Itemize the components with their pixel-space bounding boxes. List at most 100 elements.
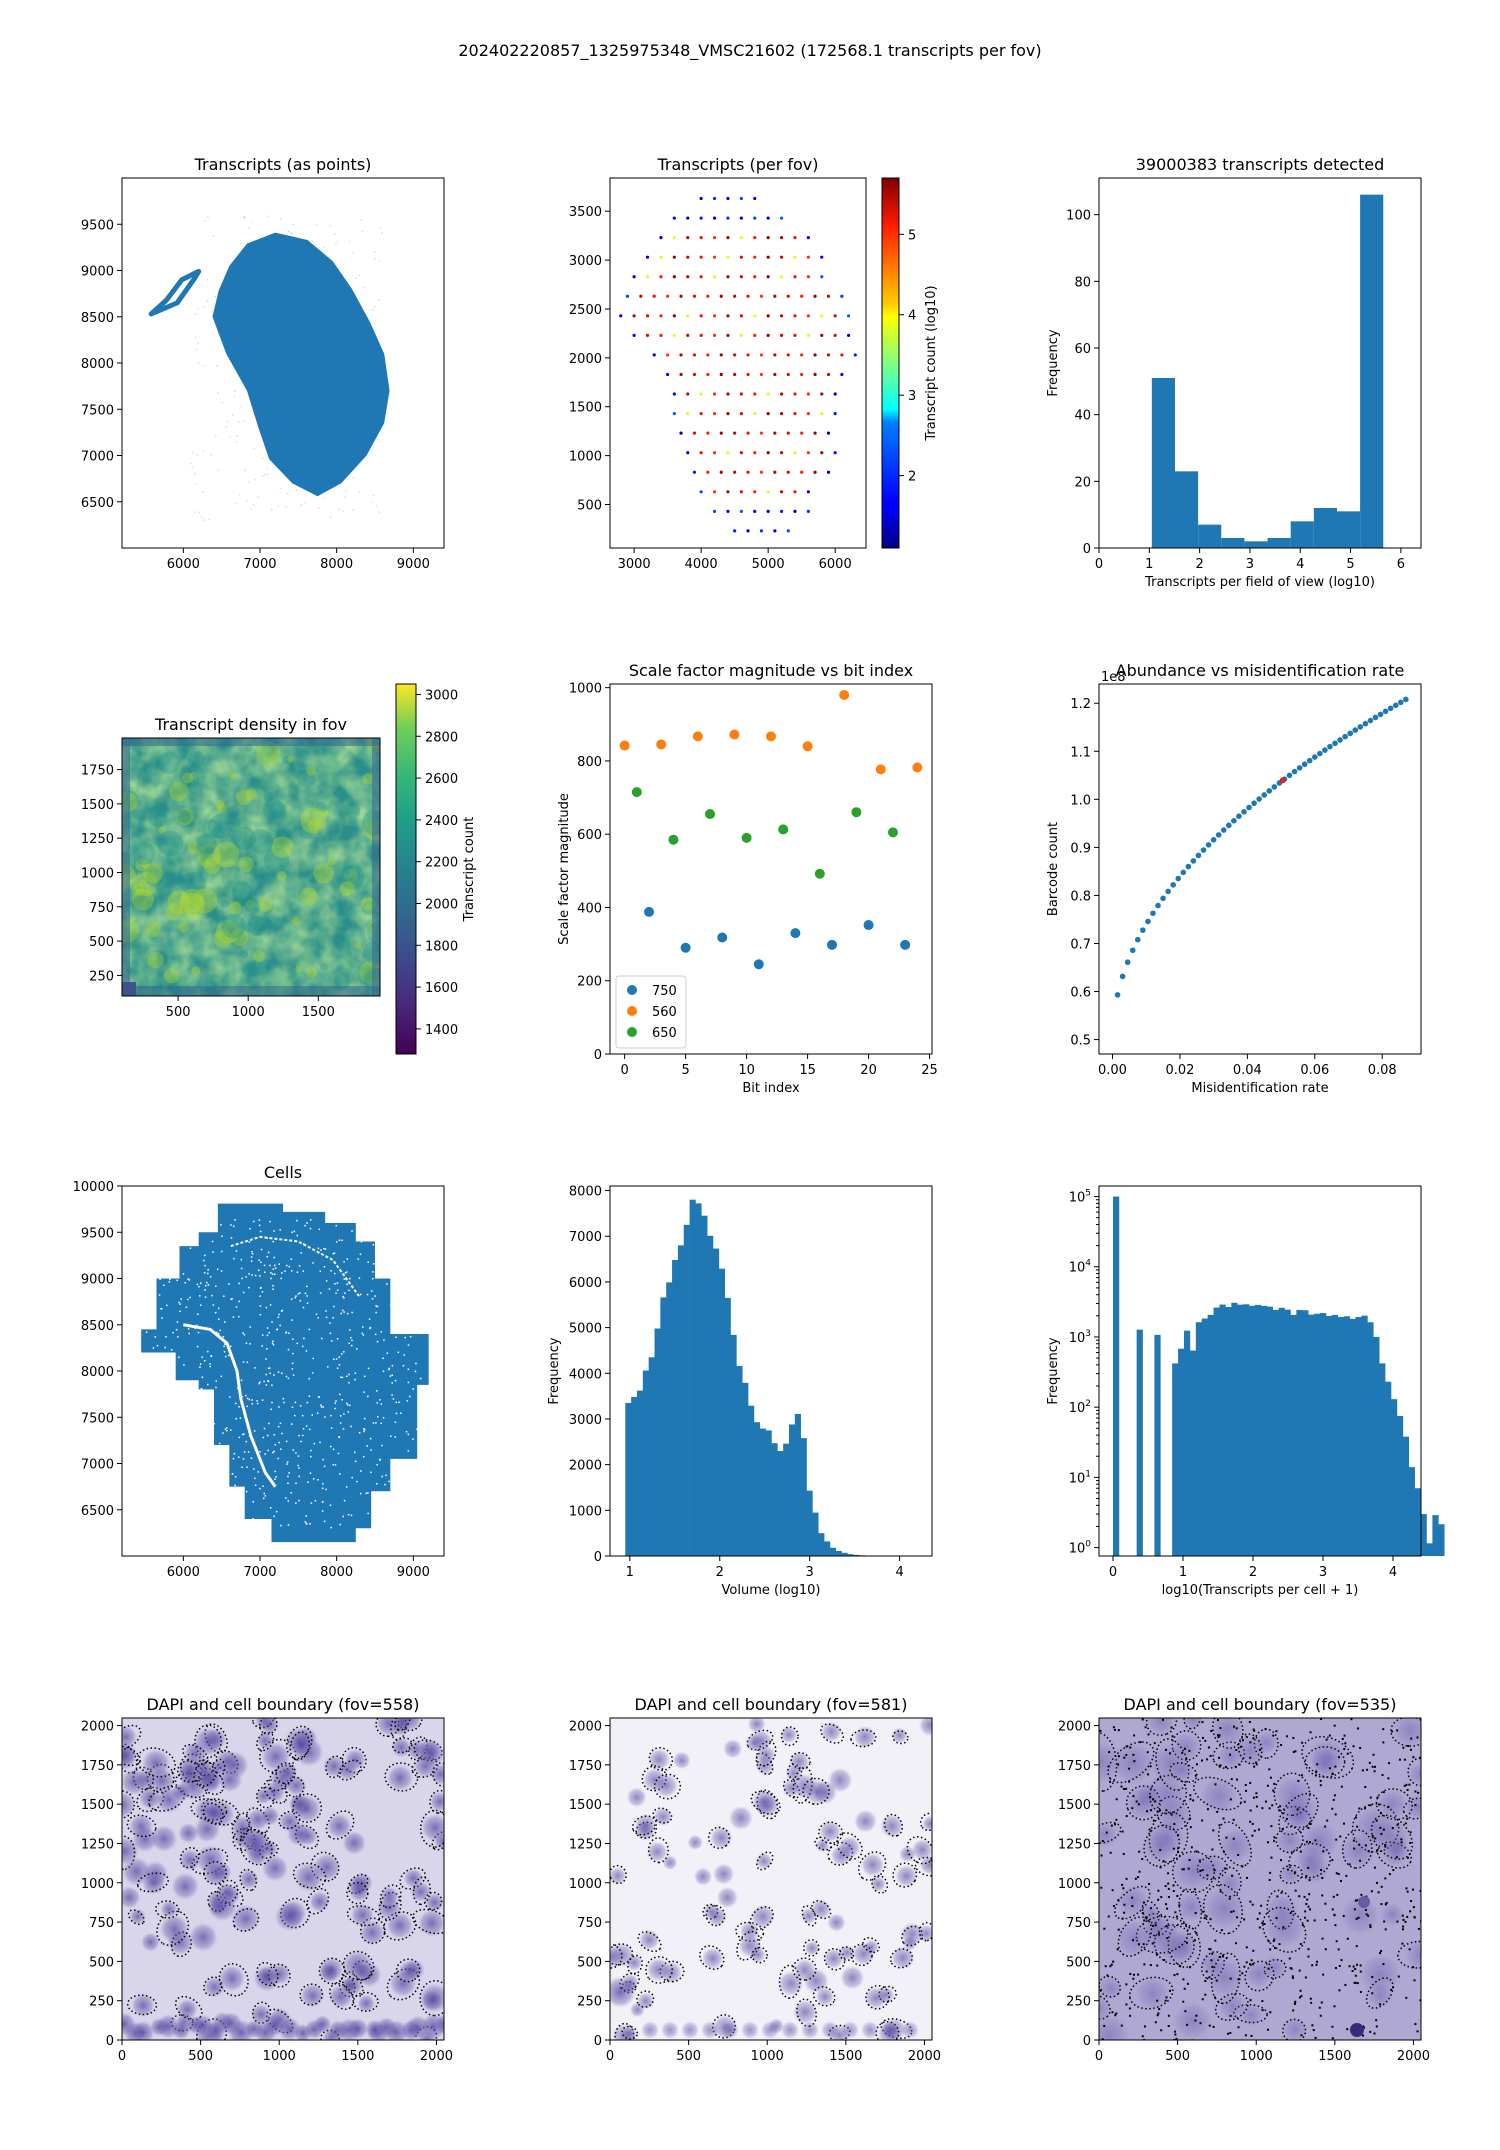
p12-boundary-dot	[1382, 1963, 1385, 1966]
p7-cell-gap-speck	[390, 1476, 393, 1479]
p5-ylabel: Scale factor magnitude	[557, 793, 572, 945]
p7-cell-gap-speck	[279, 1422, 282, 1425]
p12-boundary-dot	[1416, 2030, 1419, 2033]
p12-boundary-dot	[1334, 1765, 1337, 1768]
p7-cell-gap-speck	[291, 1406, 294, 1409]
p12-boundary-dot	[1238, 1763, 1241, 1766]
p7-cell-gap-speck	[169, 1358, 171, 1361]
p12-boundary-dot	[1296, 1808, 1299, 1811]
p12-boundary-dot	[1369, 1924, 1372, 1927]
p7-cell-gap-speck	[333, 1272, 336, 1275]
p7-cell-gap-speck	[215, 1386, 217, 1389]
p7-cell-gap-speck	[404, 1306, 407, 1308]
p7-cell-gap-speck	[320, 1406, 323, 1408]
p12-boundary-dot	[1337, 1873, 1340, 1876]
p11-cell-boundary	[749, 1906, 774, 1931]
p7-cell-gap-speck	[225, 1343, 227, 1346]
p12-boundary-dot	[1390, 1988, 1393, 1991]
p7-cell-gap-speck	[169, 1462, 171, 1465]
p12-boundary-dot	[1359, 1964, 1362, 1967]
p5-point-650	[887, 827, 898, 838]
p7-cell-gap-speck	[217, 1333, 220, 1335]
p12-boundary-dot	[1201, 1819, 1204, 1822]
p12-boundary-dot	[1225, 1957, 1228, 1960]
p12-boundary-dot	[1273, 1836, 1276, 1839]
p12-boundary-dot	[1312, 2029, 1315, 2032]
p7-cell-gap-speck	[389, 1526, 391, 1528]
p7-cell-gap-speck	[198, 1457, 200, 1459]
p12-boundary-dot	[1112, 1960, 1115, 1963]
p12-boundary-dot	[1117, 1755, 1120, 1758]
p12-boundary-dot	[1157, 1898, 1160, 1901]
p9-bar	[1172, 1363, 1179, 1556]
p7-cell-gap-speck	[268, 1367, 271, 1369]
p7-cell-gap-speck	[240, 1258, 243, 1261]
p1-sparse-point	[352, 477, 355, 479]
p7-cell-gap-speck	[259, 1305, 262, 1307]
p12-cell-boundary	[1117, 1916, 1153, 1957]
p2-fov-point	[786, 470, 790, 474]
p7-cell-gap-speck	[274, 1470, 276, 1473]
p8-ytick-label: 7000	[569, 1230, 602, 1245]
p1-sparse-point	[262, 457, 264, 459]
p11-nucleus	[610, 1945, 623, 1969]
p7-cell-gap-speck	[212, 1476, 215, 1479]
p7-cell-gap-speck	[233, 1527, 235, 1530]
p11-nucleus	[707, 1906, 727, 1927]
p7-cell-gap-speck	[204, 1289, 206, 1291]
p7-cell-gap-speck	[259, 1295, 261, 1297]
p12-boundary-dot	[1282, 1926, 1285, 1929]
p7-cell-gap-speck	[279, 1324, 281, 1327]
p4-heatmap-blob	[147, 952, 164, 969]
p7-cell-gap-speck	[319, 1270, 322, 1272]
p7-cell-gap-speck	[265, 1373, 267, 1376]
p4-ytick-label: 750	[89, 901, 114, 916]
p12-boundary-dot	[1281, 1828, 1284, 1831]
p7-cell-gap-speck	[272, 1288, 274, 1291]
p2-fov-point	[786, 529, 790, 533]
p7-cell-gap-speck	[191, 1219, 193, 1221]
p2-fov-point	[779, 451, 784, 455]
p7-cell-gap-speck	[148, 1474, 150, 1477]
p2-fov-point	[686, 314, 690, 318]
p7-cell-gap-speck	[167, 1519, 170, 1522]
p10-cell-boundary	[429, 1789, 444, 1814]
p9-bar	[1231, 1302, 1238, 1556]
p12-boundary-dot	[1375, 1819, 1378, 1822]
p10-nucleus	[178, 1822, 199, 1844]
p12-boundary-dot	[1299, 1943, 1302, 1946]
p2-fov-point	[786, 372, 790, 377]
p7-cell-gap-speck	[200, 1388, 203, 1390]
p7-cell-gap-speck	[358, 1277, 361, 1279]
p12-boundary-dot	[1136, 1876, 1139, 1879]
p12-boundary-dot	[1328, 1734, 1331, 1737]
p2-fov-point	[753, 236, 757, 240]
p7-cell-gap-speck	[389, 1304, 392, 1306]
p7-ytick-label: 7500	[81, 1411, 114, 1426]
p12-boundary-dot	[1173, 1822, 1176, 1825]
p7-cell-gap-speck	[307, 1481, 309, 1484]
p2-ytick-label: 1000	[569, 450, 602, 465]
p7-cell-gap-speck	[196, 1345, 199, 1348]
p3-axes-frame	[1098, 177, 1422, 549]
p7-cell-gap-speck	[400, 1311, 403, 1313]
p10-cell-boundary	[258, 1718, 278, 1735]
p4-colorbar-tick-label: 2200	[425, 856, 458, 871]
p12-boundary-dot	[1194, 1774, 1197, 1777]
p7-cell-gap-speck	[187, 1278, 189, 1280]
p2-fov-point	[779, 411, 784, 416]
p7-cell-gap-speck	[281, 1272, 283, 1274]
p1-sparse-point	[335, 243, 337, 246]
p7-cell-gap-speck	[371, 1298, 374, 1300]
p2-colorbar-tick-label: 3	[908, 389, 916, 404]
p4-heatmap-blob	[206, 846, 214, 855]
p7-cell-gap-speck	[317, 1317, 319, 1319]
p12-boundary-dot	[1174, 1911, 1177, 1914]
p7-cell-gap-speck	[159, 1487, 161, 1490]
p6-point	[1261, 792, 1268, 798]
p7-cell-gap-speck	[223, 1295, 225, 1297]
p12-boundary-dot	[1344, 1742, 1347, 1745]
p5-point-650	[705, 809, 716, 820]
p7-cell-gap-speck	[207, 1393, 209, 1395]
p7-cell-gap-speck	[203, 1327, 205, 1329]
